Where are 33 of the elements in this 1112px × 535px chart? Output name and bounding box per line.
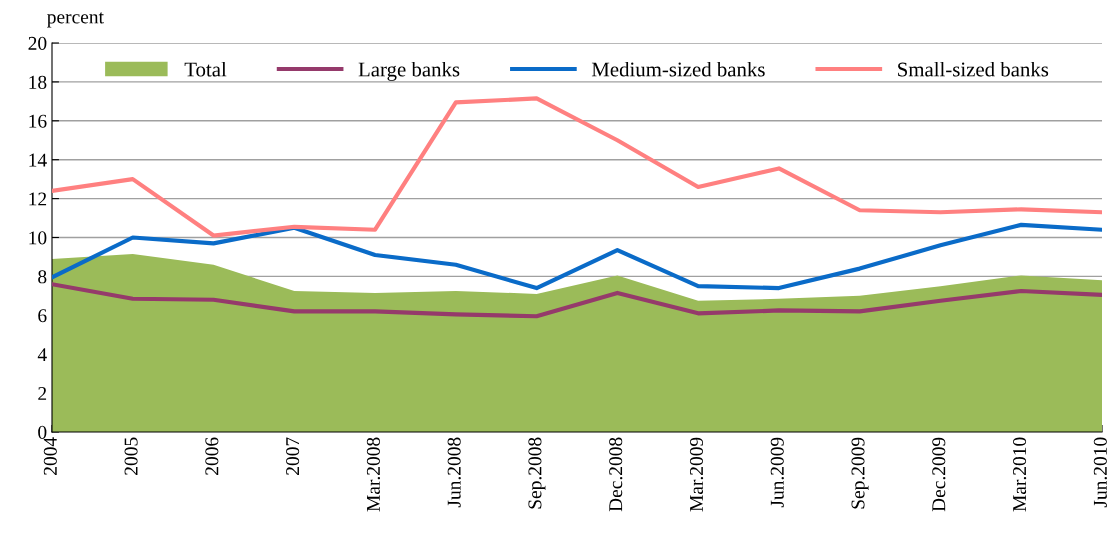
x-tick-label: Mar.2010	[1012, 437, 1027, 512]
y-tick-label: 6	[38, 309, 47, 323]
y-tick-label: 8	[38, 270, 47, 284]
x-tick-label: Jun.2010	[1093, 437, 1107, 508]
x-tick-label: Mar.2008	[366, 437, 381, 512]
y-tick-label: 14	[29, 153, 47, 167]
x-tick-label: 2005	[124, 437, 138, 475]
x-tick-label: Sep.2008	[528, 437, 546, 509]
x-tick-label: Dec.2009	[932, 437, 946, 512]
y-axis-title: percent	[47, 12, 104, 28]
legend-label: Small-sized banks	[898, 61, 1049, 77]
y-tick-label: 10	[29, 231, 47, 245]
x-tick-label: Jun.2009	[770, 437, 784, 508]
x-tick-label: Dec.2008	[609, 437, 623, 512]
x-tick-label: Sep.2009	[851, 437, 869, 509]
legend-label: Large banks	[358, 61, 460, 81]
legend-label: Medium-sized banks	[591, 61, 765, 77]
y-tick-label: 4	[37, 348, 47, 361]
y-tick-label: 12	[29, 192, 47, 206]
x-tick-label: Jun.2008	[447, 437, 461, 508]
y-tick-label: 16	[29, 114, 47, 128]
x-tick-label: Mar.2009	[689, 437, 704, 512]
y-tick-label: 18	[29, 75, 47, 89]
x-tick-label: 2006	[205, 437, 219, 475]
x-tick-label: 2004	[43, 437, 57, 475]
line-series	[52, 222, 1102, 291]
x-tick-label: 2007	[286, 437, 300, 475]
y-tick-label: 20	[28, 36, 47, 50]
line-series	[52, 96, 1102, 238]
y-tick-label: 2	[38, 386, 47, 400]
line-series	[52, 282, 1102, 319]
y-tick-label: 0	[38, 425, 47, 439]
legend-label: Total	[184, 61, 227, 77]
